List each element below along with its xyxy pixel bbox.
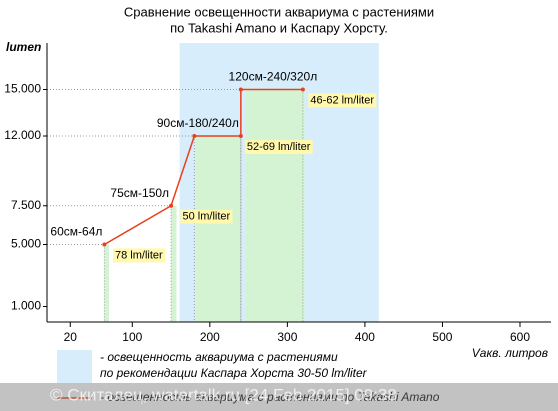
watermark: © Скиталец, watertalk.ru [24 Feb 2015] 0… xyxy=(50,385,397,404)
band xyxy=(245,89,305,322)
x-axis-label: Vакв. литров xyxy=(472,346,548,360)
line-series xyxy=(104,88,303,246)
y-tick-label: 15.000 xyxy=(4,82,41,96)
point xyxy=(238,87,243,92)
watermark-band xyxy=(0,383,558,411)
point-label: 60см-64л xyxy=(50,225,102,239)
y-tick-label: 12.000 xyxy=(4,128,41,142)
band-label: 52-69 lm/liter xyxy=(247,141,311,153)
x-tick-label: 600 xyxy=(510,330,530,344)
x-tick-label: 20 xyxy=(64,330,78,344)
band-label-bg xyxy=(244,139,313,154)
chart-title: Сравнение освещенности аквариума с расте… xyxy=(124,4,434,19)
band-label: 46-62 lm/liter xyxy=(310,94,374,106)
band-label: 78 lm/liter xyxy=(115,249,163,261)
legend-swatch xyxy=(57,350,92,383)
x-tick-label: 100 xyxy=(122,330,142,344)
y-tick-label: 1.000 xyxy=(11,299,41,313)
legend-label: - освещенность аквариума с растениями xyxy=(100,350,338,364)
band-label-bg xyxy=(308,93,377,108)
x-tick-label: 300 xyxy=(277,330,297,344)
point xyxy=(102,242,107,247)
x-tick-label: 500 xyxy=(432,330,452,344)
x-tick-label: 200 xyxy=(200,330,220,344)
band xyxy=(104,244,110,322)
band xyxy=(171,205,177,322)
band-label-bg xyxy=(113,248,166,263)
legend-label: - освещенность аквариума с растениями по… xyxy=(100,390,440,404)
point-label: 75см-150л xyxy=(110,186,169,200)
band-label: 50 lm/liter xyxy=(182,211,230,223)
point xyxy=(238,134,243,138)
point xyxy=(192,134,197,138)
point-label: 90см-180/240л xyxy=(157,116,239,130)
legend-label: по рекомендации Каспара Хорста 30-50 lm/… xyxy=(100,366,368,380)
y-axis-label: lumen xyxy=(6,40,41,54)
y-tick-label: 5.000 xyxy=(11,237,41,251)
point xyxy=(169,203,174,208)
point-label: 120см-240/320л xyxy=(229,70,318,84)
point xyxy=(300,87,305,92)
y-tick-label: 7.500 xyxy=(11,198,41,212)
chart-title: по Takashi Amano и Каспару Хорсту. xyxy=(170,20,388,35)
band-label-bg xyxy=(180,209,233,224)
x-tick-label: 400 xyxy=(355,330,375,344)
band xyxy=(195,136,241,322)
